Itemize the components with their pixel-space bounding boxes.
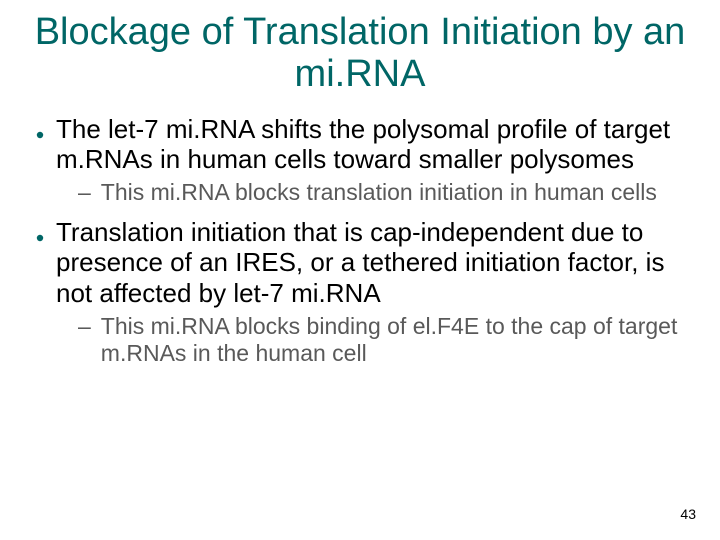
slide-title: Blockage of Translation Initiation by an… [28, 12, 692, 96]
bullet-dot-icon [36, 229, 44, 248]
bullet-level1: The let-7 mi.RNA shifts the polysomal pr… [36, 114, 692, 175]
bullet-level2: – This mi.RNA blocks binding of el.F4E t… [78, 313, 692, 368]
sub-bullet-text: This mi.RNA blocks translation initiatio… [101, 179, 692, 207]
sub-bullet-text: This mi.RNA blocks binding of el.F4E to … [101, 313, 692, 368]
bullet-text: Translation initiation that is cap-indep… [56, 217, 692, 309]
bullet-level2: – This mi.RNA blocks translation initiat… [78, 179, 692, 207]
bullet-level1: Translation initiation that is cap-indep… [36, 217, 692, 309]
dash-icon: – [78, 313, 91, 341]
slide-body: The let-7 mi.RNA shifts the polysomal pr… [28, 114, 692, 368]
slide: Blockage of Translation Initiation by an… [0, 0, 720, 540]
page-number: 43 [680, 506, 696, 522]
dash-icon: – [78, 179, 91, 207]
bullet-text: The let-7 mi.RNA shifts the polysomal pr… [56, 114, 692, 175]
bullet-dot-icon [36, 126, 44, 145]
